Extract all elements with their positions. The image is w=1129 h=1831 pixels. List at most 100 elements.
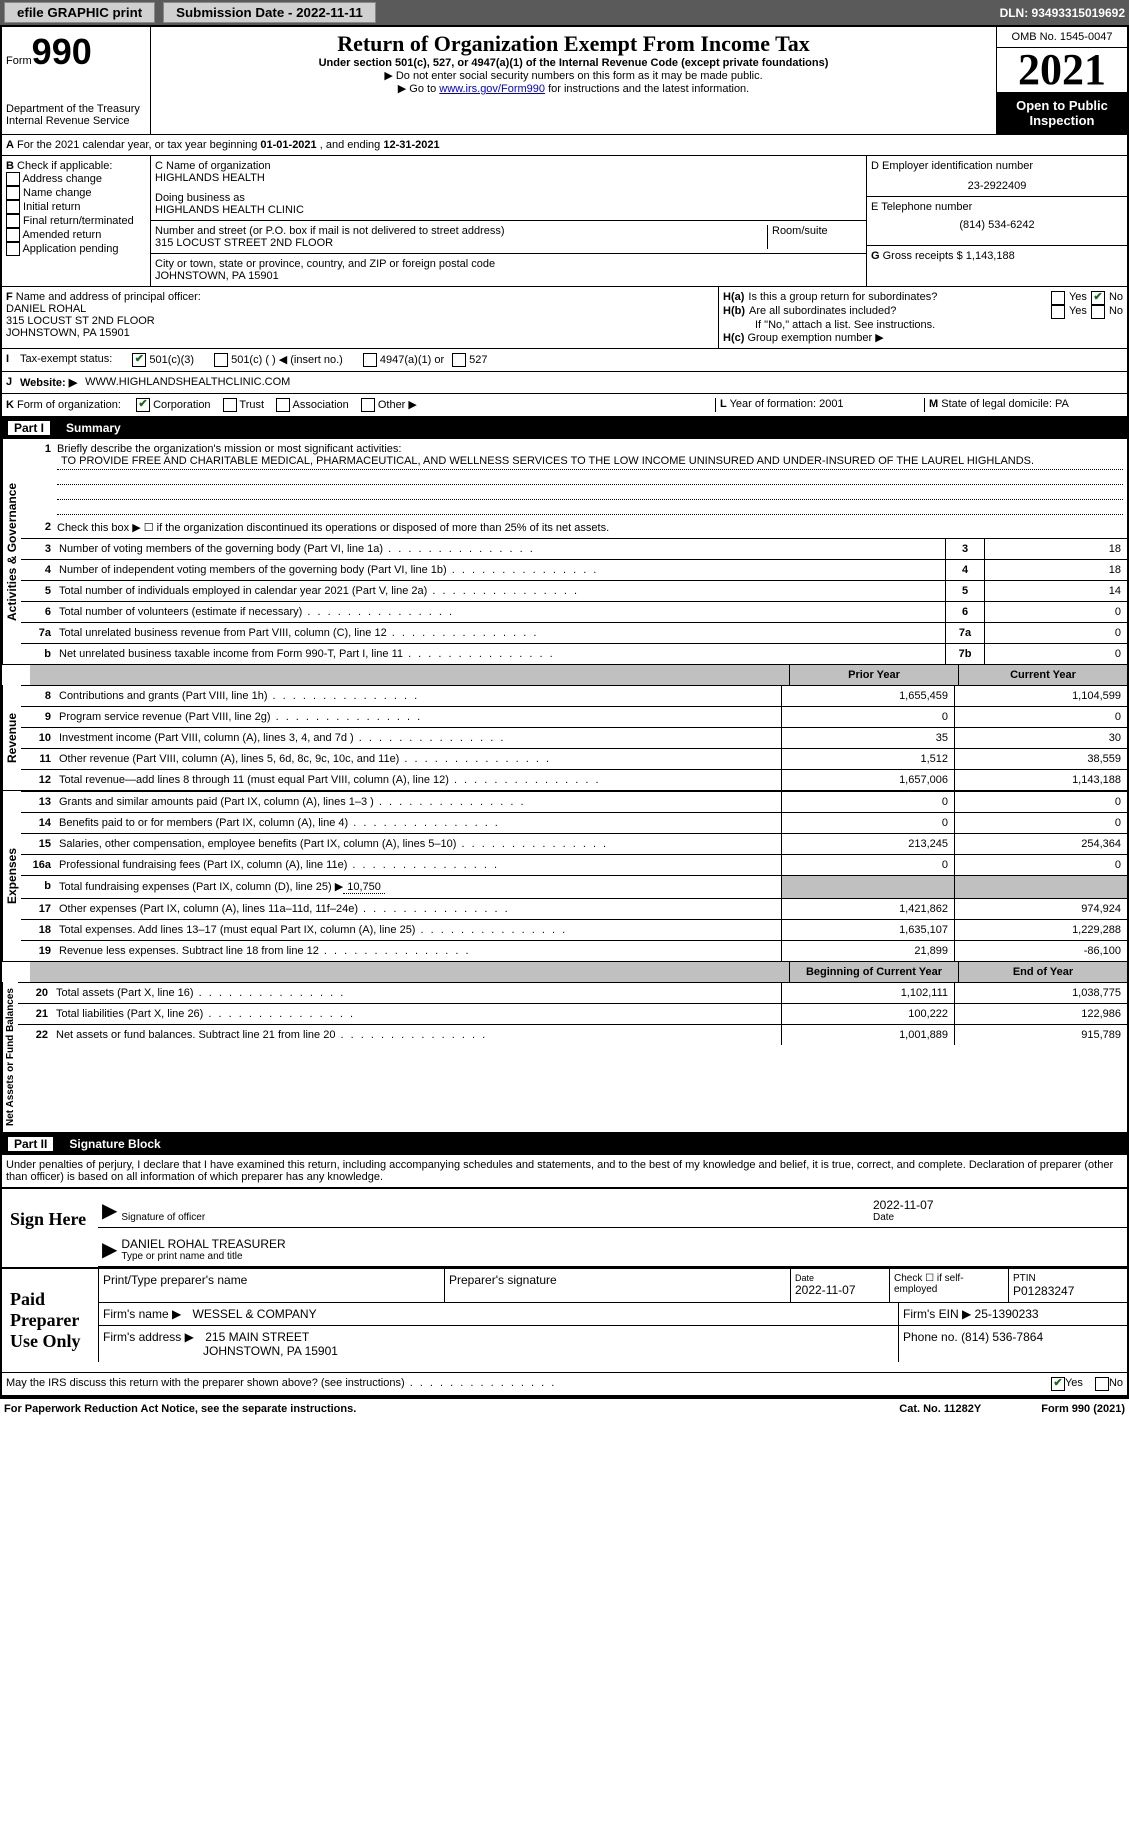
row-num: 3: [21, 539, 57, 559]
row-desc: Program service revenue (Part VIII, line…: [57, 707, 781, 727]
row-num: 22: [18, 1025, 54, 1045]
check-option[interactable]: Initial return: [6, 200, 146, 214]
row-num: 15: [21, 834, 57, 854]
ha-text: Is this a group return for subordinates?: [748, 291, 1047, 305]
527-checkbox[interactable]: [452, 353, 466, 367]
row-prior: 0: [781, 855, 954, 875]
ha-yes-checkbox[interactable]: [1051, 291, 1065, 305]
efile-button[interactable]: efile GRAPHIC print: [4, 2, 155, 23]
footer-form-num: 990: [1072, 1403, 1090, 1415]
row-current: 254,364: [954, 834, 1127, 854]
row-desc: Total number of individuals employed in …: [57, 581, 945, 601]
prep-phone: (814) 536-7864: [961, 1330, 1043, 1344]
form-org-option[interactable]: Corporation: [136, 399, 211, 411]
row-desc: Contributions and grants (Part VIII, lin…: [57, 686, 781, 706]
row-num: 14: [21, 813, 57, 833]
label-l: L: [720, 398, 727, 410]
irs-link[interactable]: www.irs.gov/Form990: [439, 83, 545, 95]
label-k: K: [6, 399, 14, 411]
line-2-num: 2: [23, 521, 57, 534]
sign-here-label: Sign Here: [2, 1189, 98, 1267]
summary-row: 15Salaries, other compensation, employee…: [21, 833, 1127, 854]
sig-date-label: Date: [873, 1212, 1123, 1223]
summary-row: 12Total revenue—add lines 8 through 11 (…: [21, 769, 1127, 790]
instruction-2b: for instructions and the latest informat…: [545, 83, 749, 95]
city-value: JOHNSTOWN, PA 15901: [155, 270, 862, 282]
mission-text: TO PROVIDE FREE AND CHARITABLE MEDICAL, …: [57, 455, 1123, 470]
gross-label: G: [871, 250, 880, 262]
discuss-yes-checkbox[interactable]: [1051, 1377, 1065, 1391]
row-current: 915,789: [954, 1025, 1127, 1045]
row-box: 7a: [945, 623, 984, 643]
footer-yes: Yes: [1065, 1377, 1083, 1391]
row-desc: Net assets or fund balances. Subtract li…: [54, 1025, 781, 1045]
check-option[interactable]: Amended return: [6, 228, 146, 242]
summary-row: 16aProfessional fundraising fees (Part I…: [21, 854, 1127, 875]
501c-checkbox[interactable]: [214, 353, 228, 367]
firm-ein: 25-1390233: [975, 1307, 1039, 1321]
cal-year-text: For the 2021 calendar year, or tax year …: [17, 139, 260, 151]
yes-label-2: Yes: [1069, 305, 1087, 319]
part-1-label: Part I: [8, 421, 50, 435]
form-org-option[interactable]: Trust: [223, 399, 265, 411]
hb-note: If "No," attach a list. See instructions…: [723, 319, 1123, 331]
check-option[interactable]: Final return/terminated: [6, 214, 146, 228]
summary-row: 21Total liabilities (Part X, line 26)100…: [18, 1003, 1127, 1024]
form-990-container: Form990 Department of the Treasury Inter…: [0, 25, 1129, 1397]
irs-label: Internal Revenue Service: [6, 115, 146, 127]
prep-date: 2022-11-07: [795, 1283, 885, 1297]
line-16b-num: b: [21, 876, 57, 898]
summary-row: 8Contributions and grants (Part VIII, li…: [21, 685, 1127, 706]
opt-4947: 4947(a)(1) or: [380, 354, 444, 366]
row-desc: Total assets (Part X, line 16): [54, 983, 781, 1003]
ha-no-checkbox[interactable]: [1091, 291, 1105, 305]
row-val: 0: [984, 644, 1127, 664]
discuss-no-checkbox[interactable]: [1095, 1377, 1109, 1391]
ein-label: D Employer identification number: [871, 160, 1123, 172]
form-org-option[interactable]: Association: [276, 399, 349, 411]
form-number: 990: [32, 31, 92, 72]
form-org-option[interactable]: Other ▶: [361, 399, 417, 411]
check-option[interactable]: Application pending: [6, 242, 146, 256]
hb-yes-checkbox[interactable]: [1051, 305, 1065, 319]
row-num: 17: [21, 899, 57, 919]
row-prior: 1,512: [781, 749, 954, 769]
formation-label: Year of formation:: [730, 398, 816, 410]
row-current: 122,986: [954, 1004, 1127, 1024]
hc-label: H(c): [723, 332, 744, 344]
officer-name-title: DANIEL ROHAL TREASURER: [121, 1237, 1123, 1251]
cat-number: Cat. No. 11282Y: [899, 1403, 981, 1415]
row-prior: 1,001,889: [781, 1025, 954, 1045]
row-desc: Investment income (Part VIII, column (A)…: [57, 728, 781, 748]
officer-addr1: 315 LOCUST ST 2ND FLOOR: [6, 315, 714, 327]
sig-date: 2022-11-07: [873, 1198, 1123, 1212]
check-option[interactable]: Address change: [6, 172, 146, 186]
revenue-label: Revenue: [2, 685, 21, 790]
501c3-checkbox[interactable]: [132, 353, 146, 367]
line-16b-text: Total fundraising expenses (Part IX, col…: [59, 881, 343, 893]
row-box: 5: [945, 581, 984, 601]
domicile-label: State of legal domicile:: [941, 398, 1052, 410]
row-current: 0: [954, 813, 1127, 833]
row-current: 30: [954, 728, 1127, 748]
check-applicable: Check if applicable:: [17, 160, 112, 172]
begin-year-header: Beginning of Current Year: [789, 962, 958, 982]
check-option[interactable]: Name change: [6, 186, 146, 200]
summary-row: 19Revenue less expenses. Subtract line 1…: [21, 940, 1127, 961]
row-prior: 35: [781, 728, 954, 748]
row-num: 4: [21, 560, 57, 580]
firm-addr1: 215 MAIN STREET: [205, 1330, 309, 1344]
cal-year-mid: , and ending: [320, 139, 384, 151]
row-desc: Other expenses (Part IX, column (A), lin…: [57, 899, 781, 919]
submission-button[interactable]: Submission Date - 2022-11-11: [163, 2, 376, 23]
hb-no-checkbox[interactable]: [1091, 305, 1105, 319]
row-num: 5: [21, 581, 57, 601]
row-num: 19: [21, 941, 57, 961]
label-m: M: [929, 398, 938, 410]
summary-row: 3Number of voting members of the governi…: [21, 538, 1127, 559]
summary-row: 22Net assets or fund balances. Subtract …: [18, 1024, 1127, 1045]
row-current: 1,143,188: [954, 770, 1127, 790]
row-desc: Total expenses. Add lines 13–17 (must eq…: [57, 920, 781, 940]
summary-row: 13Grants and similar amounts paid (Part …: [21, 791, 1127, 812]
4947-checkbox[interactable]: [363, 353, 377, 367]
